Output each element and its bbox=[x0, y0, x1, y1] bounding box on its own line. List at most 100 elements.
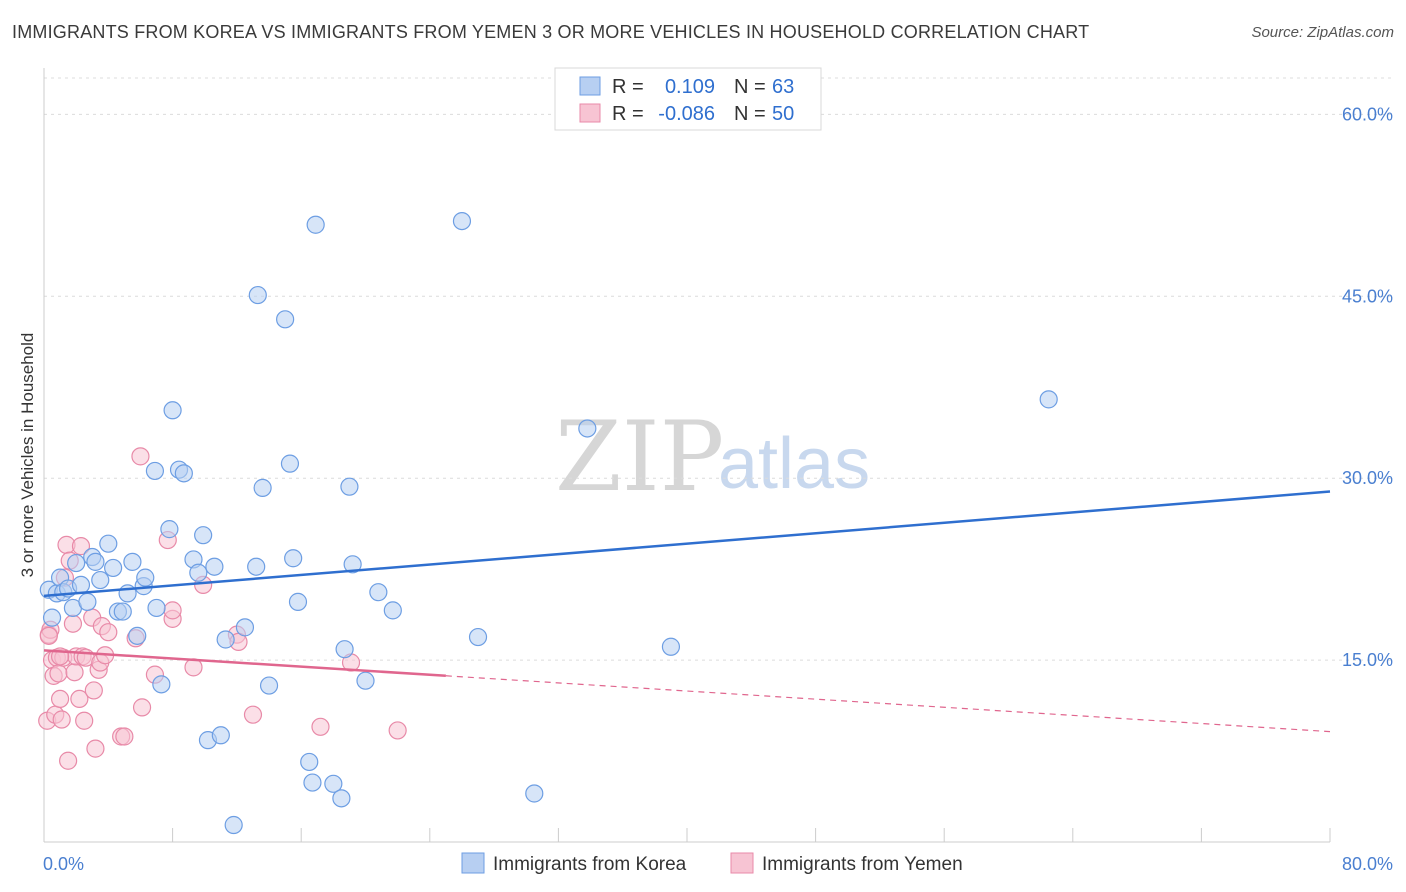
yemen-point bbox=[59, 751, 78, 770]
legend-r-value-korea: 0.109 bbox=[665, 76, 715, 98]
y-tick-labels: 15.0% 30.0% 45.0% 60.0% bbox=[1342, 104, 1393, 670]
y-tick-label: 60.0% bbox=[1342, 104, 1393, 124]
korea-point bbox=[369, 583, 388, 602]
korea-point bbox=[259, 676, 279, 695]
korea-point bbox=[123, 552, 142, 571]
bottom-legend: Immigrants from Korea Immigrants from Ye… bbox=[461, 852, 963, 875]
legend-n-value-yemen: 50 bbox=[772, 103, 794, 125]
yemen-point bbox=[311, 717, 330, 736]
korea-point bbox=[253, 478, 272, 497]
korea-trend-line bbox=[43, 490, 1331, 598]
yemen-point bbox=[39, 626, 58, 645]
legend-r-label-yemen: R = bbox=[612, 103, 644, 125]
korea-point bbox=[216, 630, 235, 649]
korea-point bbox=[128, 626, 147, 645]
korea-point bbox=[113, 602, 132, 621]
yemen-point bbox=[84, 681, 103, 700]
yemen-point bbox=[163, 601, 182, 620]
yemen-trend-line-extension bbox=[445, 675, 1331, 733]
korea-point bbox=[340, 477, 359, 496]
korea-point bbox=[224, 815, 243, 835]
bottom-legend-swatch-yemen bbox=[730, 852, 754, 874]
yemen-trend-line bbox=[43, 649, 446, 678]
korea-point bbox=[67, 553, 86, 573]
korea-point bbox=[247, 557, 266, 576]
korea-point bbox=[145, 461, 165, 481]
yemen-point bbox=[86, 739, 105, 758]
legend-r-label-korea: R = bbox=[612, 76, 644, 98]
bottom-legend-swatch-korea bbox=[461, 852, 485, 874]
korea-point bbox=[332, 789, 351, 808]
korea-point bbox=[152, 675, 171, 694]
korea-point bbox=[86, 552, 105, 571]
korea-point bbox=[147, 598, 166, 618]
watermark-atlas: atlas bbox=[718, 424, 870, 504]
yemen-point bbox=[70, 689, 89, 709]
yemen-point bbox=[115, 727, 134, 746]
yemen-point bbox=[131, 447, 150, 466]
korea-point bbox=[383, 601, 402, 620]
korea-point bbox=[99, 534, 118, 553]
y-tick-label: 30.0% bbox=[1342, 468, 1393, 488]
korea-point bbox=[78, 592, 97, 611]
korea-point bbox=[288, 592, 308, 611]
legend-box: R = 0.109 N = 63 R = -0.086 N = 50 bbox=[554, 67, 822, 131]
korea-point bbox=[303, 773, 322, 792]
series-korea-points bbox=[39, 211, 1058, 835]
yemen-point bbox=[65, 663, 84, 682]
legend-n-label-korea: N = bbox=[734, 76, 766, 98]
legend-n-label-yemen: N = bbox=[734, 103, 766, 125]
grid-lines bbox=[44, 77, 1395, 661]
korea-point bbox=[343, 555, 362, 574]
y-tick-label: 15.0% bbox=[1342, 650, 1393, 670]
korea-point bbox=[248, 285, 267, 305]
watermark-zip: ZIP bbox=[555, 401, 724, 513]
yemen-point bbox=[49, 664, 68, 683]
yemen-point bbox=[71, 537, 91, 556]
yemen-point bbox=[243, 705, 263, 724]
korea-point bbox=[189, 563, 208, 582]
korea-point bbox=[276, 310, 295, 329]
korea-point bbox=[42, 608, 62, 627]
yemen-point bbox=[63, 614, 83, 633]
korea-point bbox=[468, 627, 488, 647]
korea-point bbox=[525, 784, 544, 803]
korea-point bbox=[578, 419, 597, 438]
korea-point bbox=[211, 726, 230, 745]
korea-point bbox=[136, 568, 155, 587]
yemen-point bbox=[99, 623, 118, 642]
bottom-legend-label-korea: Immigrants from Korea bbox=[493, 854, 687, 875]
korea-point bbox=[163, 401, 182, 420]
korea-point bbox=[324, 774, 343, 793]
korea-point bbox=[205, 557, 224, 576]
korea-point bbox=[104, 558, 123, 578]
yemen-point bbox=[52, 710, 71, 729]
korea-point bbox=[174, 464, 193, 483]
yemen-point bbox=[75, 711, 94, 730]
y-tick-label: 45.0% bbox=[1342, 286, 1393, 306]
trend-lines bbox=[43, 490, 1331, 733]
legend-swatch-yemen bbox=[579, 103, 601, 123]
x-tick-label-max: 80.0% bbox=[1342, 854, 1393, 874]
chart-title: IMMIGRANTS FROM KOREA VS IMMIGRANTS FROM… bbox=[12, 22, 1090, 42]
korea-point bbox=[661, 637, 681, 656]
korea-point bbox=[1039, 390, 1058, 409]
korea-point bbox=[306, 215, 325, 234]
korea-point bbox=[235, 618, 255, 637]
y-axis-label: 3 or more Vehicles in Household bbox=[18, 333, 37, 578]
korea-point bbox=[91, 570, 110, 590]
legend-n-value-korea: 63 bbox=[772, 76, 794, 98]
korea-point bbox=[280, 454, 300, 473]
korea-point bbox=[300, 752, 319, 772]
korea-point bbox=[71, 575, 91, 595]
series-yemen-points bbox=[38, 447, 407, 770]
source-label: Source: ZipAtlas.com bbox=[1251, 24, 1394, 41]
bottom-legend-label-yemen: Immigrants from Yemen bbox=[762, 854, 963, 875]
x-tick-label-min: 0.0% bbox=[43, 854, 84, 874]
korea-point bbox=[452, 211, 472, 231]
yemen-point bbox=[50, 689, 70, 709]
yemen-point bbox=[388, 721, 407, 740]
korea-point bbox=[356, 671, 375, 690]
yemen-point bbox=[132, 698, 152, 717]
